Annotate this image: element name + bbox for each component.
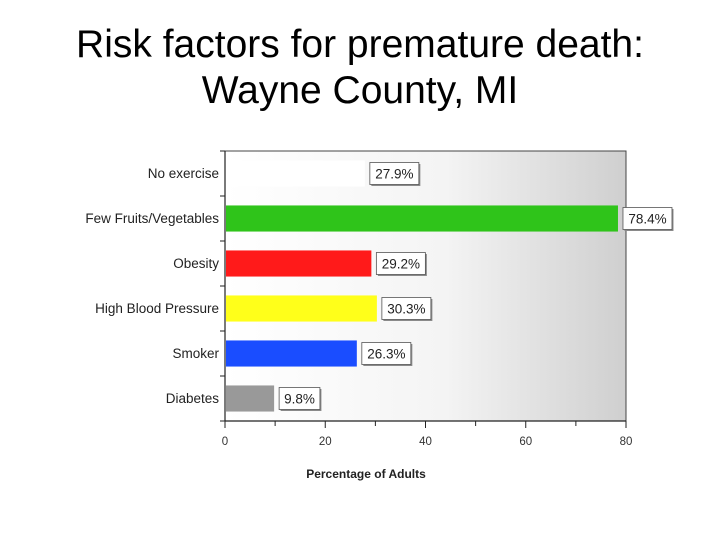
data-label: 30.3% [387, 302, 425, 317]
data-label: 29.2% [382, 257, 420, 272]
x-tick-label: 80 [620, 436, 633, 448]
category-label: Obesity [173, 256, 219, 271]
slide-title: Risk factors for premature death: Wayne … [0, 22, 720, 114]
x-tick-label: 60 [519, 436, 532, 448]
value-label-box-frame [381, 297, 432, 320]
category-label: Diabetes [166, 391, 220, 406]
bar-3 [226, 295, 377, 322]
bar-1 [226, 205, 618, 232]
value-label-box-frame [622, 207, 673, 230]
slide-title-line-2: Wayne County, MI [201, 69, 519, 112]
category-label: Smoker [172, 346, 219, 361]
x-tick-label: 0 [222, 436, 228, 448]
value-label-box-frame [369, 162, 420, 185]
slide-title-line-1: Risk factors for premature death: [76, 23, 644, 66]
data-label: 27.9% [375, 167, 413, 182]
x-axis-title: Percentage of Adults [306, 467, 426, 481]
bar-0 [226, 160, 365, 187]
data-label: 78.4% [628, 212, 666, 227]
x-tick-label: 40 [419, 436, 432, 448]
data-label: 9.8% [284, 392, 315, 407]
bar-2 [226, 250, 372, 277]
bar-4 [226, 340, 357, 367]
x-tick-label: 20 [319, 436, 332, 448]
value-label-box-frame [361, 342, 412, 365]
plot-area [224, 150, 627, 422]
category-label: Few Fruits/Vegetables [85, 211, 219, 226]
value-label-box-frame [278, 387, 321, 410]
data-label: 26.3% [367, 347, 405, 362]
category-label: No exercise [148, 166, 219, 181]
category-label: High Blood Pressure [95, 301, 219, 316]
value-label-box-frame [375, 252, 426, 275]
bar-5 [226, 385, 275, 412]
